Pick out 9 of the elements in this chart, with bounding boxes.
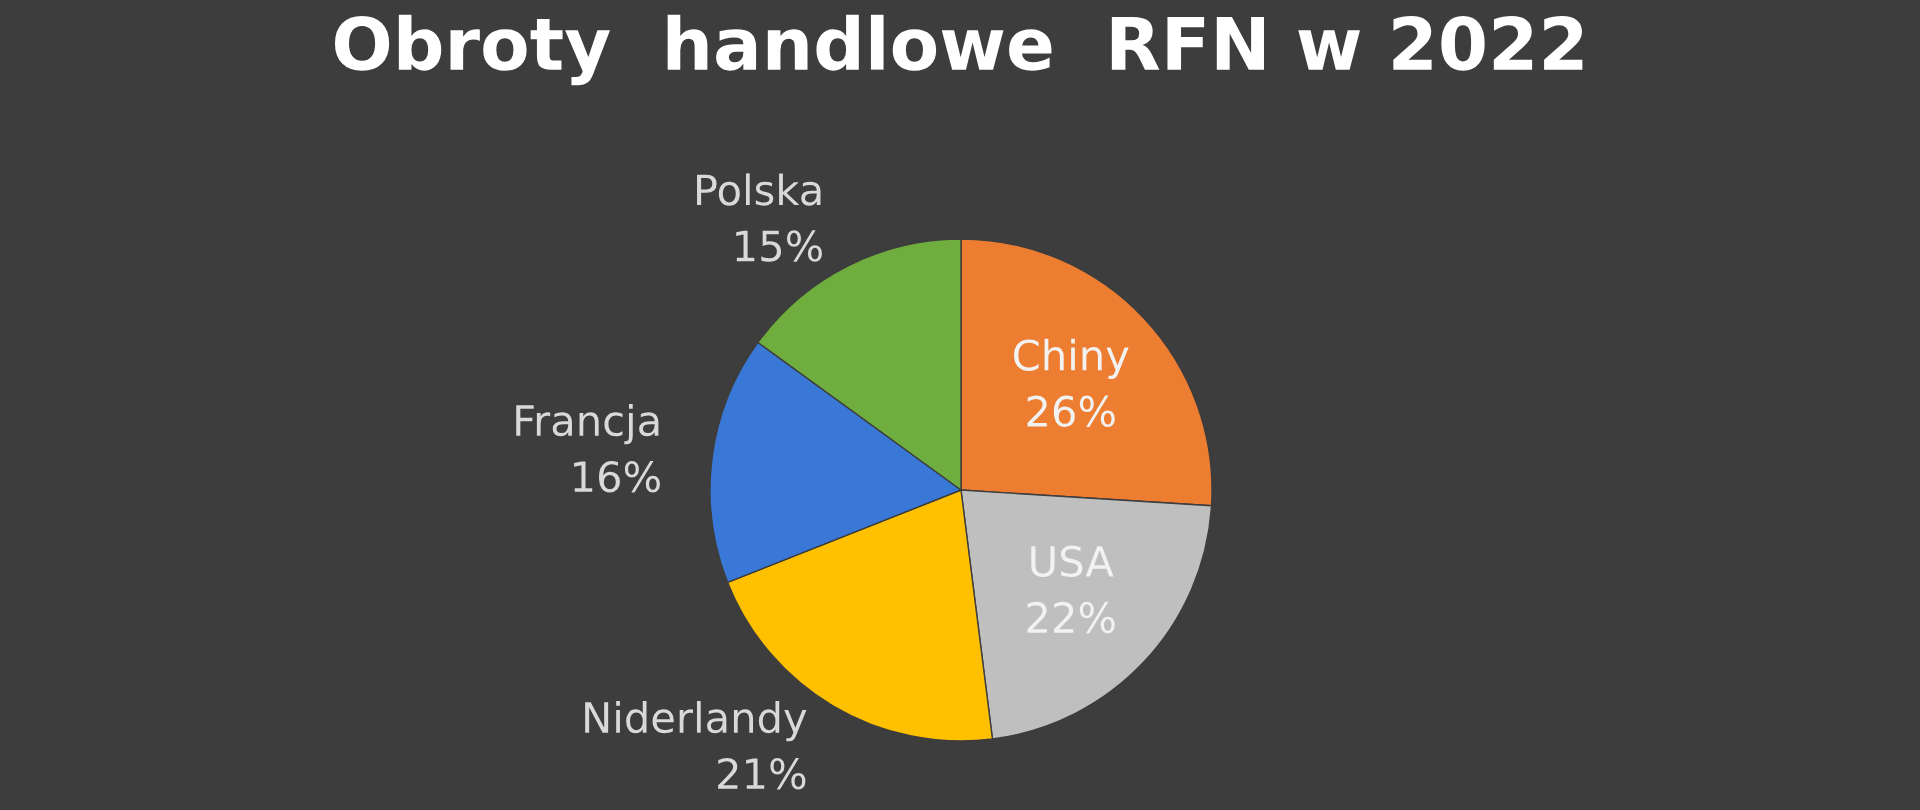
data-label: 26% [1027, 395, 1115, 428]
data-label: 15% [736, 230, 822, 262]
chart-title: Obroty handlowe RFN w 2022 [334, 14, 1583, 86]
slice-label: Niderlandy [585, 701, 807, 742]
data-label: 21% [718, 757, 806, 790]
slice-label: Francja [516, 404, 659, 445]
slice-label: Chiny [1014, 338, 1129, 379]
slice-label: Polska [697, 173, 821, 206]
data-label: 16% [574, 460, 660, 493]
